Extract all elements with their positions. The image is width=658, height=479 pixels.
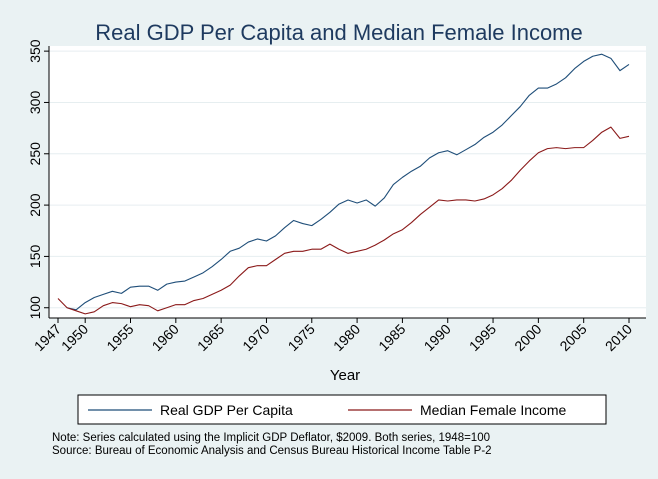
y-tick-label: 250 <box>27 142 43 166</box>
legend: Real GDP Per Capita Median Female Income <box>77 394 607 425</box>
note-line: Note: Series calculated using the Implic… <box>52 432 490 444</box>
x-tick-label: 2010 <box>602 321 635 354</box>
source-line: Source: Bureau of Economic Analysis and … <box>52 445 492 457</box>
x-tick-label: 1965 <box>194 321 227 354</box>
y-tick-label: 200 <box>27 193 43 217</box>
x-tick-label: 1985 <box>375 321 408 354</box>
footnotes: Note: Series calculated using the Implic… <box>52 432 492 458</box>
chart-title: Real GDP Per Capita and Median Female In… <box>95 20 583 45</box>
y-tick-label: 100 <box>27 296 43 320</box>
legend-label-gdp: Real GDP Per Capita <box>160 402 293 418</box>
series-line-gdp <box>66 53 630 311</box>
x-tick-label: 1947 <box>31 321 64 354</box>
y-axis: 100 150 200 250 300 350 <box>27 39 50 320</box>
legend-box <box>77 394 607 425</box>
y-tick-label: 300 <box>27 91 43 115</box>
x-tick-label: 2005 <box>556 321 589 354</box>
x-tick-label: 1950 <box>58 321 91 354</box>
x-tick-label: 1995 <box>466 321 499 354</box>
x-tick-label: 1960 <box>149 321 182 354</box>
legend-label-female-income: Median Female Income <box>420 402 567 418</box>
x-tick-label: 1980 <box>330 321 363 354</box>
y-tick-label: 350 <box>27 39 43 63</box>
x-tick-label: 1990 <box>421 321 454 354</box>
x-tick-label: 1970 <box>239 321 272 354</box>
plot-area <box>49 46 646 318</box>
x-axis-label: Year <box>330 367 360 384</box>
x-tick-label: 2000 <box>511 321 544 354</box>
series-lines <box>57 53 630 315</box>
gridlines <box>49 50 646 309</box>
series-line-female-income <box>57 126 630 315</box>
x-tick-label: 1975 <box>285 321 318 354</box>
x-tick-label: 1955 <box>103 321 136 354</box>
y-tick-label: 150 <box>27 245 43 269</box>
